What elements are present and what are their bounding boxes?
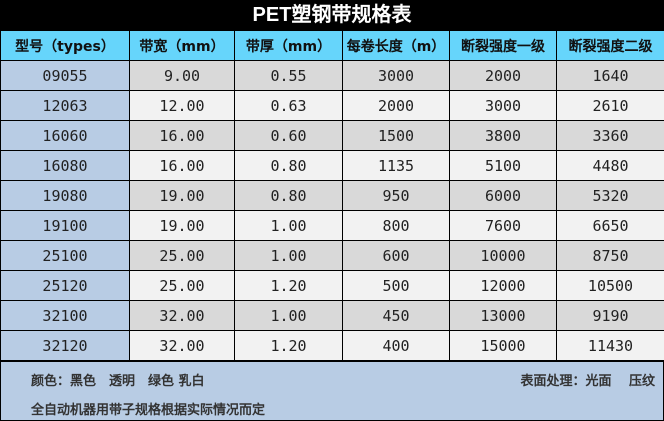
table-cell: 8750 [557,241,664,271]
table-cell: 3800 [450,121,557,151]
table-cell: 10500 [557,271,664,301]
table-cell: 25120 [1,271,130,301]
table-cell: 09055 [1,61,130,91]
column-header: 断裂强度二级 [557,31,664,61]
table-cell: 1.00 [235,301,343,331]
table-cell: 450 [343,301,450,331]
footer: 颜色：黑色 透明 绿色 乳白 表面处理：光面 压纹 全自动机器用带子规格根据实际… [0,361,664,421]
table-cell: 950 [343,181,450,211]
table-cell: 0.55 [235,61,343,91]
table-cell: 2000 [343,91,450,121]
table-cell: 7600 [450,211,557,241]
table-cell: 1.00 [235,211,343,241]
column-header: 带宽（mm） [130,31,235,61]
table-cell: 32100 [1,301,130,331]
machine-note: 全自动机器用带子规格根据实际情况而定 [31,399,265,418]
table-cell: 19.00 [130,181,235,211]
table-cell: 800 [343,211,450,241]
table-cell: 15000 [450,331,557,361]
table-cell: 6650 [557,211,664,241]
colors-note: 颜色：黑色 透明 绿色 乳白 [31,370,205,389]
table-cell: 0.80 [235,151,343,181]
table-cell: 32.00 [130,331,235,361]
table-cell: 32120 [1,331,130,361]
table-cell: 32.00 [130,301,235,331]
table-cell: 25.00 [130,271,235,301]
table-cell: 19100 [1,211,130,241]
table-cell: 3360 [557,121,664,151]
page-title: PET塑钢带规格表 [0,0,664,30]
table-cell: 5100 [450,151,557,181]
table-cell: 0.80 [235,181,343,211]
table-cell: 16080 [1,151,130,181]
table-cell: 0.63 [235,91,343,121]
table-cell: 2000 [450,61,557,91]
table-cell: 4480 [557,151,664,181]
table-cell: 600 [343,241,450,271]
column-header: 断裂强度一级 [450,31,557,61]
table-cell: 12.00 [130,91,235,121]
table-cell: 400 [343,331,450,361]
table-cell: 19080 [1,181,130,211]
table-cell: 19.00 [130,211,235,241]
table-cell: 11430 [557,331,664,361]
table-cell: 1500 [343,121,450,151]
table-cell: 25100 [1,241,130,271]
table-cell: 1.20 [235,331,343,361]
table-cell: 3000 [450,91,557,121]
column-header: 型号（types） [1,31,130,61]
table-cell: 16.00 [130,151,235,181]
table-cell: 1.20 [235,271,343,301]
table-cell: 16060 [1,121,130,151]
table-cell: 13000 [450,301,557,331]
header-row: 型号（types）带宽（mm）带厚（mm）每卷长度（m）断裂强度一级断裂强度二级 [1,31,664,61]
table-cell: 10000 [450,241,557,271]
column-header: 带厚（mm） [235,31,343,61]
table-cell: 2610 [557,91,664,121]
table-cell: 9.00 [130,61,235,91]
table-cell: 25.00 [130,241,235,271]
table-cell: 1.00 [235,241,343,271]
table-cell: 12000 [450,271,557,301]
table-cell: 3000 [343,61,450,91]
table-cell: 500 [343,271,450,301]
column-header: 每卷长度（m） [343,31,450,61]
table-cell: 6000 [450,181,557,211]
table-cell: 5320 [557,181,664,211]
spec-table: 型号（types）带宽（mm）带厚（mm）每卷长度（m）断裂强度一级断裂强度二级… [0,30,664,361]
surface-note: 表面处理：光面 压纹 [520,370,655,389]
table-cell: 1640 [557,61,664,91]
table-cell: 16.00 [130,121,235,151]
table-cell: 9190 [557,301,664,331]
table-cell: 1135 [343,151,450,181]
table-cell: 12063 [1,91,130,121]
table-cell: 0.60 [235,121,343,151]
